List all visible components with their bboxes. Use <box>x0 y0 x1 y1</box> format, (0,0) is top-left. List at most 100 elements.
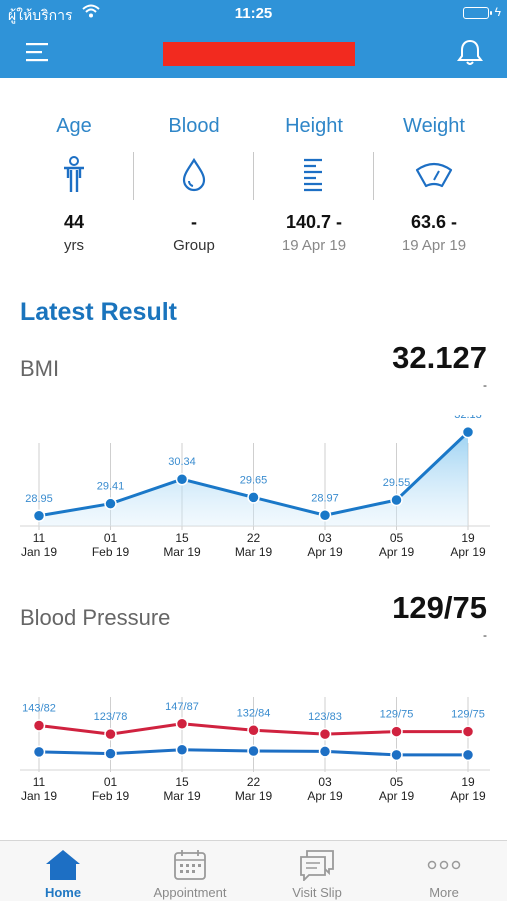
weight-label: Weight <box>403 115 465 137</box>
status-bar: ผู้ให้บริการ 11:25 ϟ <box>0 0 507 28</box>
bmi-data-label: 28.97 <box>311 492 339 504</box>
bmi-point <box>390 493 403 507</box>
bmi-point <box>247 491 260 504</box>
bmi-point <box>175 472 189 486</box>
bp-data-label: 143/82 <box>22 703 56 715</box>
x-tick-month: Feb 19 <box>92 545 130 559</box>
x-tick-month: Apr 19 <box>450 789 486 803</box>
tab-appointment-label: Appointment <box>153 885 227 900</box>
charging-icon: ϟ <box>494 5 501 19</box>
divider <box>253 152 254 200</box>
blood-column: Blood - Group <box>134 100 254 254</box>
blood-pressure-label: Blood Pressure <box>20 605 171 630</box>
bp-data-label: 123/78 <box>94 711 128 723</box>
height-value: 140.7 - <box>285 212 343 232</box>
clock: 11:25 <box>234 5 273 22</box>
x-tick-day: 05 <box>390 531 404 545</box>
x-tick-month: Apr 19 <box>307 545 343 559</box>
battery-icon <box>463 7 492 19</box>
tab-visit-slip[interactable]: Visit Slip <box>254 841 380 901</box>
ruler-icon <box>254 156 374 194</box>
wifi-icon <box>82 4 100 21</box>
x-tick-day: 03 <box>318 531 332 545</box>
divider <box>133 152 134 200</box>
diastolic-point <box>390 748 403 762</box>
x-tick-month: Apr 19 <box>379 545 415 559</box>
tab-more-label: More <box>429 885 459 900</box>
bell-icon[interactable] <box>457 38 483 66</box>
x-tick-day: 19 <box>461 775 475 789</box>
age-column: Age 44 yrs <box>14 100 134 254</box>
x-tick-day: 03 <box>318 775 332 789</box>
scale-gauge-icon <box>374 156 494 194</box>
home-icon <box>0 847 126 883</box>
x-tick-month: Mar 19 <box>235 545 273 559</box>
diastolic-point <box>175 743 189 756</box>
bp-data-label: 147/87 <box>165 701 199 713</box>
x-tick-day: 05 <box>390 775 404 789</box>
bmi-data-label: 32.13 <box>454 415 482 421</box>
height-label: Height <box>285 115 343 137</box>
bmi-data-label: 30.34 <box>168 456 196 468</box>
bmi-data-label: 29.41 <box>97 481 125 493</box>
systolic-point <box>390 725 403 738</box>
tab-visit-slip-label: Visit Slip <box>292 885 342 900</box>
height-date: 19 Apr 19 <box>281 237 347 254</box>
x-tick-month: Jan 19 <box>21 789 57 803</box>
x-tick-month: Apr 19 <box>307 789 343 803</box>
bmi-area <box>39 432 468 526</box>
height-column: Height 140.7 - 19 Apr 19 <box>254 100 374 254</box>
systolic-point <box>247 724 260 737</box>
x-tick-month: Jan 19 <box>21 545 57 559</box>
bmi-point <box>104 497 117 510</box>
bp-data-label: 123/83 <box>308 711 342 723</box>
blood-drop-icon <box>134 156 254 194</box>
bmi-value: 32.127 <box>392 340 487 375</box>
blood-value: - <box>191 212 197 232</box>
bmi-data-label: 29.65 <box>240 474 268 486</box>
age-unit: yrs <box>64 237 84 254</box>
latest-result-heading: Latest Result <box>20 298 177 326</box>
systolic-point <box>104 727 117 741</box>
x-tick-month: Feb 19 <box>92 789 130 803</box>
bp-data-label: 132/84 <box>237 707 271 719</box>
x-tick-month: Apr 19 <box>379 789 415 803</box>
x-tick-day: 11 <box>33 531 46 545</box>
systolic-point <box>461 725 475 738</box>
tab-home[interactable]: Home <box>0 841 126 901</box>
x-tick-day: 01 <box>104 775 118 789</box>
redacted-title <box>163 42 355 66</box>
tab-home-label: Home <box>44 885 82 900</box>
bmi-point <box>461 425 475 439</box>
blood-pressure-dash: - <box>483 628 487 642</box>
x-tick-month: Mar 19 <box>235 789 273 803</box>
x-tick-day: 19 <box>461 531 475 545</box>
x-tick-day: 15 <box>175 531 189 545</box>
weight-value: 63.6 - <box>410 212 458 232</box>
hamburger-menu-icon[interactable] <box>26 40 50 64</box>
carrier-label: ผู้ให้บริการ <box>8 7 73 23</box>
x-tick-day: 15 <box>175 775 189 789</box>
weight-date: 19 Apr 19 <box>401 237 467 254</box>
x-tick-day: 11 <box>33 775 46 789</box>
divider <box>373 152 374 200</box>
weight-column: Weight 63.6 - 19 Apr 19 <box>374 100 494 254</box>
x-tick-day: 22 <box>247 531 261 545</box>
systolic-point <box>32 719 46 732</box>
x-tick-month: Mar 19 <box>163 545 201 559</box>
diastolic-point <box>247 744 260 758</box>
blood-sub: Group <box>173 237 215 254</box>
tab-more[interactable]: More <box>381 841 507 901</box>
person-icon <box>14 156 134 194</box>
x-tick-month: Mar 19 <box>163 789 201 803</box>
blood-label: Blood <box>168 115 220 137</box>
more-dots-icon <box>381 847 507 883</box>
app-header: ผู้ให้บริการ 11:25 ϟ <box>0 0 507 78</box>
systolic-point <box>318 727 332 741</box>
bp-data-label: 129/75 <box>451 709 485 721</box>
bmi-point <box>32 509 46 523</box>
tab-appointment[interactable]: Appointment <box>127 841 253 901</box>
tab-bar: Home Appointment Visit Slip More <box>0 840 507 901</box>
diastolic-point <box>104 747 117 760</box>
